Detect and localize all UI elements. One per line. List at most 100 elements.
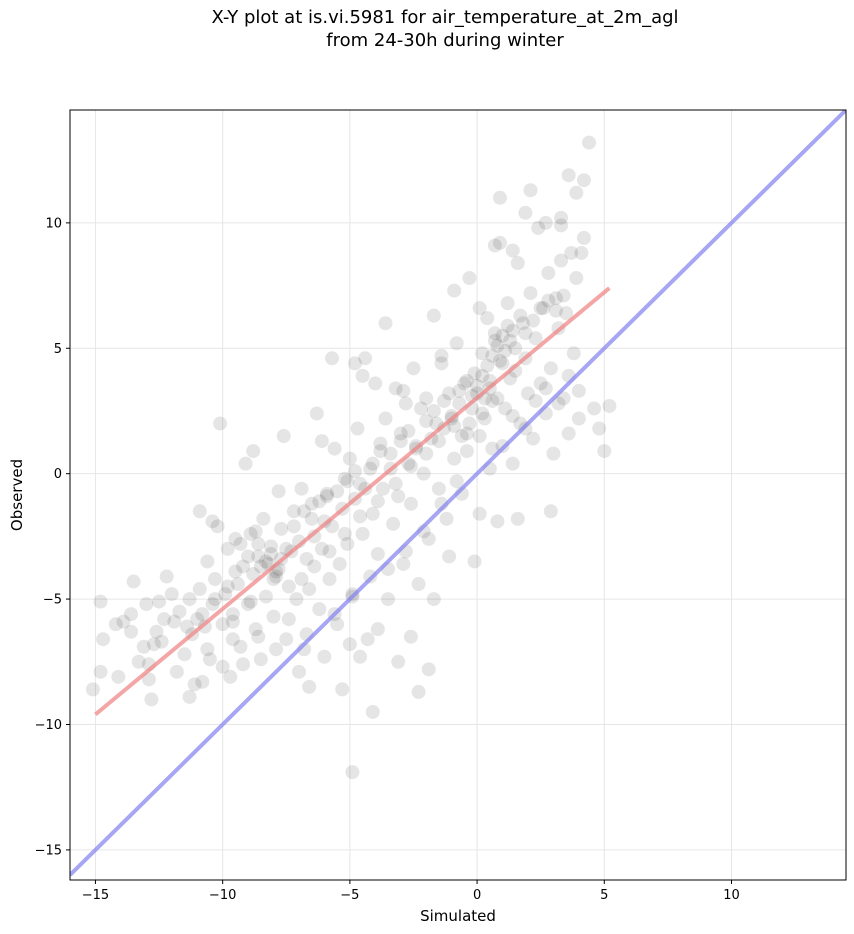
data-point xyxy=(96,632,111,647)
data-point xyxy=(414,401,429,416)
data-point xyxy=(434,356,449,371)
data-point xyxy=(365,506,380,521)
data-point xyxy=(111,669,126,684)
data-point xyxy=(286,504,301,519)
data-point xyxy=(533,376,548,391)
data-points xyxy=(85,135,617,780)
data-point xyxy=(152,594,167,609)
data-point xyxy=(236,657,251,672)
data-point xyxy=(192,504,207,519)
data-point xyxy=(289,592,304,607)
data-point xyxy=(136,639,151,654)
data-point xyxy=(307,529,322,544)
data-point xyxy=(541,266,556,281)
data-point xyxy=(248,622,263,637)
data-point xyxy=(480,311,495,326)
data-point xyxy=(520,386,535,401)
x-tick-label: 5 xyxy=(600,888,608,903)
data-point xyxy=(169,664,184,679)
data-point xyxy=(470,378,485,393)
data-point xyxy=(335,682,350,697)
data-point xyxy=(391,654,406,669)
data-point xyxy=(386,516,401,531)
data-point xyxy=(462,416,477,431)
data-point xyxy=(149,624,164,639)
data-point xyxy=(592,421,607,436)
data-point xyxy=(302,582,317,597)
data-point xyxy=(314,541,329,556)
data-point xyxy=(475,406,490,421)
data-point xyxy=(477,411,492,426)
data-point xyxy=(587,401,602,416)
data-point xyxy=(434,348,449,363)
data-point xyxy=(215,659,230,674)
data-point xyxy=(503,333,518,348)
data-point xyxy=(492,353,507,368)
data-point xyxy=(302,679,317,694)
data-point xyxy=(373,436,388,451)
data-point xyxy=(159,569,174,584)
y-tick-label: 5 xyxy=(54,342,62,357)
data-point xyxy=(253,652,268,667)
data-point xyxy=(416,466,431,481)
data-point xyxy=(187,677,202,692)
data-point xyxy=(225,632,240,647)
data-point xyxy=(523,183,538,198)
data-point xyxy=(556,288,571,303)
data-point xyxy=(393,434,408,449)
data-point xyxy=(439,511,454,526)
data-point xyxy=(442,549,457,564)
data-point xyxy=(172,604,187,619)
data-point xyxy=(314,434,329,449)
data-point xyxy=(518,205,533,220)
identity-line xyxy=(70,110,846,877)
data-point xyxy=(510,255,525,270)
data-point xyxy=(228,564,243,579)
x-tick-label: 0 xyxy=(473,888,481,903)
data-point xyxy=(515,316,530,331)
data-point xyxy=(492,190,507,205)
data-point xyxy=(442,386,457,401)
data-point xyxy=(233,639,248,654)
data-point xyxy=(340,536,355,551)
data-point xyxy=(426,403,441,418)
x-tick-label: −5 xyxy=(340,888,359,903)
data-point xyxy=(236,559,251,574)
data-point xyxy=(426,308,441,323)
data-point xyxy=(154,634,169,649)
data-point xyxy=(602,398,617,413)
data-point xyxy=(495,356,510,371)
data-point xyxy=(365,456,380,471)
data-point xyxy=(319,489,334,504)
data-point xyxy=(559,306,574,321)
data-point xyxy=(353,509,368,524)
y-tick-label: −10 xyxy=(35,718,62,733)
grid-lines xyxy=(70,110,846,880)
data-point xyxy=(269,569,284,584)
data-point xyxy=(485,393,500,408)
data-point xyxy=(345,765,360,780)
data-point xyxy=(157,612,172,627)
data-point xyxy=(342,637,357,652)
data-point xyxy=(513,308,528,323)
data-point xyxy=(253,559,268,574)
data-point xyxy=(319,486,334,501)
data-point xyxy=(360,632,375,647)
data-point xyxy=(582,135,597,150)
data-point xyxy=(304,511,319,526)
data-point xyxy=(116,614,131,629)
data-point xyxy=(93,664,108,679)
data-point xyxy=(508,341,523,356)
data-point xyxy=(251,549,266,564)
data-point xyxy=(526,313,541,328)
data-point xyxy=(195,607,210,622)
data-point xyxy=(523,286,538,301)
data-point xyxy=(205,597,220,612)
data-point xyxy=(421,531,436,546)
data-point xyxy=(403,496,418,511)
data-point xyxy=(543,504,558,519)
data-point xyxy=(108,617,123,632)
data-point xyxy=(454,429,469,444)
data-point xyxy=(406,361,421,376)
data-point xyxy=(571,383,586,398)
